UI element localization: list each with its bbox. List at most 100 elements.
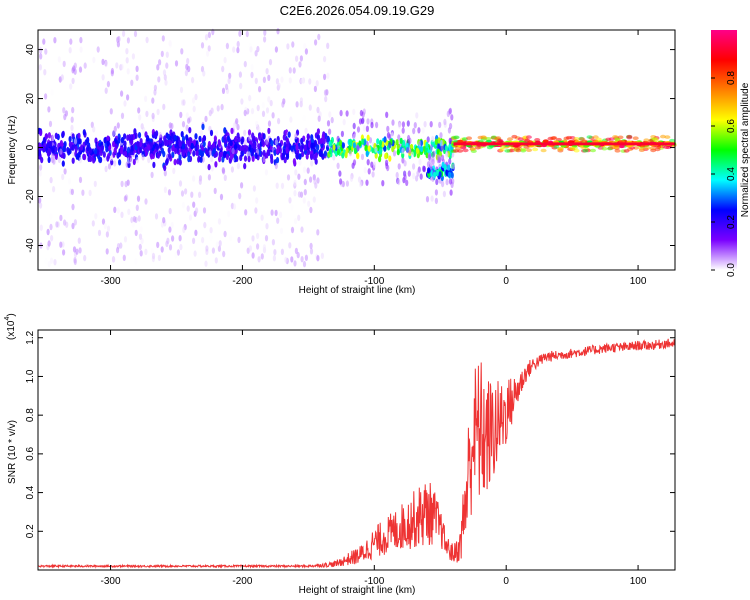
spectral-blob [215, 130, 219, 137]
spectral-blob [287, 131, 291, 138]
spectral-blob [316, 128, 320, 135]
spectral-blob [103, 137, 107, 144]
snr-series-line [38, 338, 675, 569]
spectral-blob [103, 222, 107, 230]
spectral-blob [126, 94, 130, 101]
spectral-blob [426, 136, 430, 143]
spectral-blob [193, 250, 197, 257]
spectral-blob [138, 114, 142, 121]
spectral-blob [247, 155, 251, 163]
spectral-blob [420, 145, 424, 153]
spectral-blob [39, 164, 43, 171]
spectral-blob [271, 112, 275, 119]
spectral-blob [208, 149, 212, 156]
spectral-blob [345, 180, 349, 187]
spectral-blob [306, 133, 310, 141]
spectral-blob [236, 40, 240, 48]
spectral-blob [61, 160, 65, 167]
spectral-blob [357, 176, 362, 183]
spectral-blob [102, 151, 106, 158]
spectral-blob [46, 228, 50, 236]
spectral-blob [601, 146, 608, 151]
spectral-blob [120, 112, 125, 120]
spectral-blob [365, 179, 369, 186]
spectral-blob [178, 141, 182, 148]
snr-x-axis: -300 -200 -100 0 100 [101, 330, 647, 587]
spectral-blob [73, 138, 78, 145]
spectral-blob [243, 162, 247, 170]
spectral-blob [441, 161, 445, 169]
spectral-blob [252, 185, 256, 192]
spectral-blob [509, 148, 515, 153]
spectral-blob [441, 180, 445, 188]
spectral-blob [39, 224, 43, 231]
spectral-blob [37, 149, 42, 157]
spectral-blob [233, 153, 238, 160]
spectral-blob [136, 195, 141, 202]
spectral-blob [295, 144, 299, 151]
spectral-blob [204, 115, 208, 123]
spectral-blob [336, 148, 340, 155]
spectral-blob [451, 163, 455, 170]
spectral-blob [524, 138, 531, 143]
spectral-blob [74, 145, 78, 153]
spectral-blob [579, 137, 585, 141]
spectral-blob [447, 127, 451, 134]
x-tick-label: -300 [101, 576, 121, 587]
spectral-blob [303, 43, 307, 50]
spectral-blob [204, 162, 208, 170]
spectral-blob [303, 189, 307, 196]
spectral-blob [319, 150, 323, 157]
spectral-blob [164, 79, 168, 86]
spectral-blob [230, 127, 234, 135]
spectral-blob [179, 243, 183, 251]
spectral-blob [175, 140, 179, 147]
spectral-blob [62, 60, 66, 68]
spectral-blob [379, 148, 383, 155]
spectral-blob [194, 93, 198, 101]
spectral-blob [44, 48, 48, 55]
spectral-blob [462, 148, 469, 153]
spectral-blob [219, 151, 223, 158]
spectral-blob [386, 125, 390, 133]
spectral-blob [378, 139, 383, 147]
spectral-blob [416, 170, 420, 177]
spectral-blob [395, 139, 399, 146]
spectral-blob [297, 173, 301, 180]
spectral-blob [396, 148, 400, 156]
spectral-blob [247, 151, 251, 158]
spectral-blob [342, 118, 346, 126]
spectral-blob [71, 77, 75, 85]
spectral-blob [290, 256, 294, 263]
spectral-blob [42, 145, 46, 153]
spectral-blob [139, 146, 143, 154]
spectral-blob [238, 30, 242, 37]
spectral-blob [212, 147, 216, 154]
spectral-blob [86, 144, 90, 152]
snr-x-label: Height of straight line (km) [299, 585, 416, 596]
spectral-blob [220, 103, 224, 111]
spectral-blob [162, 217, 166, 224]
spectral-blob [44, 257, 48, 265]
spectral-blob [88, 189, 92, 197]
spectral-blob [163, 170, 167, 177]
spectral-blob [364, 144, 368, 151]
spectral-blob [49, 223, 53, 231]
spectral-blob [248, 144, 252, 151]
spectral-blob [172, 167, 176, 175]
spectral-blob [352, 159, 357, 166]
spectral-blob [112, 129, 116, 137]
spectral-blob [77, 237, 81, 244]
spectral-blob [275, 78, 279, 85]
spectral-blob [232, 46, 236, 53]
spectral-blob [359, 109, 363, 117]
spectral-blob [126, 68, 130, 75]
spectral-blob [187, 117, 191, 124]
spectral-blob [251, 155, 255, 162]
spectral-blob [265, 68, 269, 75]
spectral-blob [225, 83, 229, 91]
spectral-blob [425, 196, 430, 203]
spectral-blob [254, 77, 258, 85]
spectral-blob [55, 221, 59, 228]
spectral-blob [540, 148, 547, 153]
